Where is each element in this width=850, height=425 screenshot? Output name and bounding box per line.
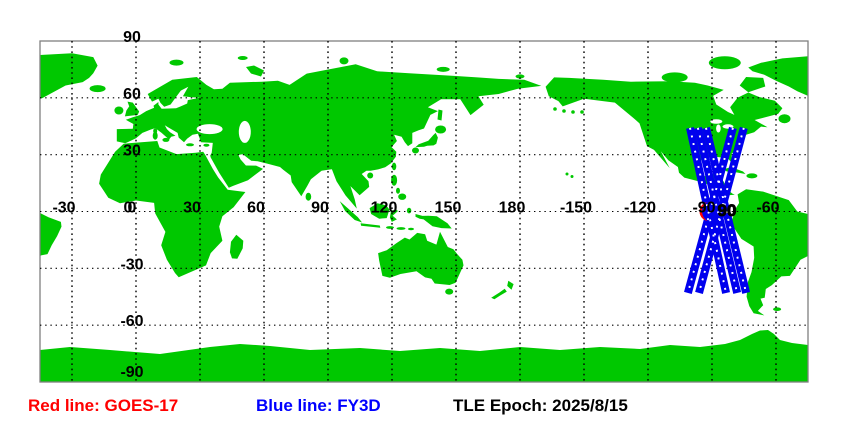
fy3d-track-tickmarks-3 <box>705 127 748 294</box>
sumatra <box>339 201 363 223</box>
lon-axis-label-180: 180 <box>499 200 526 217</box>
java <box>360 223 381 228</box>
taiwan <box>391 162 397 171</box>
lat-axis-label--60: -60 <box>120 313 143 330</box>
south-america-east-sliver <box>40 213 62 256</box>
north-america <box>545 77 783 196</box>
lon-axis-label--150: -150 <box>560 200 592 217</box>
hainan <box>367 172 374 179</box>
lat-axis-label--30: -30 <box>120 256 143 273</box>
hispaniola <box>746 173 758 179</box>
cyprus <box>203 143 210 147</box>
sri-lanka <box>305 192 312 201</box>
fy3d-track-tickmarks-1 <box>689 127 727 294</box>
victoria-island <box>661 72 688 83</box>
greenland-east-part <box>40 53 98 99</box>
aleutian-3 <box>571 110 575 114</box>
lake-superior <box>710 119 723 124</box>
lon-axis-label-60: 60 <box>247 200 265 217</box>
timor <box>408 227 414 231</box>
overlapping-axis-label: 90 <box>718 201 737 220</box>
tasmania <box>445 288 454 295</box>
satellite-tracks-layer <box>684 126 751 295</box>
severnaya-zemlya <box>339 57 349 65</box>
greenland-west-part <box>748 56 808 96</box>
continents-landmass <box>40 53 808 382</box>
africa <box>99 141 246 278</box>
great-britain <box>124 101 140 117</box>
lon-axis-label--30: -30 <box>52 200 75 217</box>
lon-axis-label--120: -120 <box>624 200 656 217</box>
hawaii-2 <box>570 175 574 178</box>
black-sea <box>196 124 223 135</box>
baffin-island <box>739 77 766 93</box>
new-siberian-islands <box>436 66 450 72</box>
eurasia <box>116 64 542 209</box>
fy3d-position-marker <box>702 200 725 223</box>
crete <box>186 143 194 147</box>
borneo <box>369 203 390 219</box>
legend-goes17: Red line: GOES-17 <box>28 396 179 415</box>
lon-axis-label--90: -90 <box>692 200 715 217</box>
sicily <box>162 137 170 142</box>
lat-axis-label-60: 60 <box>123 86 141 103</box>
visayas <box>396 187 400 194</box>
lake-michigan <box>716 124 721 133</box>
aleutian-2 <box>562 109 566 113</box>
lon-axis-label-30: 30 <box>183 200 201 217</box>
franz-josef-land <box>237 56 248 60</box>
japan-honshu <box>415 132 438 148</box>
lesser-sunda-1 <box>386 226 394 229</box>
novaya-zemlya <box>246 65 264 77</box>
lon-axis-label-150: 150 <box>435 200 462 217</box>
lon-axis-label-120: 120 <box>371 200 398 217</box>
lon-axis-label-90: 90 <box>311 200 329 217</box>
svalbard <box>169 59 184 66</box>
legend-fy3d: Blue line: FY3D <box>256 396 381 415</box>
hawaii-1 <box>565 172 569 176</box>
falkland-islands <box>773 307 782 312</box>
aleutian-4 <box>580 110 584 114</box>
legend-tle-epoch: TLE Epoch: 2025/8/15 <box>453 396 628 415</box>
lon-axis-label-0: 0 <box>124 200 133 217</box>
new-zealand-south <box>491 288 507 300</box>
lat-axis-label-90: 90 <box>123 29 141 46</box>
japan-hokkaido <box>435 125 447 134</box>
axis-labels-layer: -30 0 30 60 90 120 150 180 -150 -120 -90 -60 90 60 30 0… <box>52 29 779 381</box>
lat-axis-label-30: 30 <box>123 143 141 160</box>
japan-kyushu <box>412 147 419 154</box>
south-america <box>730 189 808 316</box>
corsica <box>153 128 158 134</box>
aleutian-1 <box>553 107 557 111</box>
ellesmere-island <box>708 56 741 70</box>
new-guinea <box>415 214 452 229</box>
graticule-grid <box>40 41 808 382</box>
lon-axis-label--60: -60 <box>756 200 779 217</box>
madagascar <box>229 234 244 259</box>
halmahera <box>406 207 412 214</box>
lat-axis-label--90: -90 <box>120 364 143 381</box>
ireland <box>114 106 124 115</box>
newfoundland <box>778 114 791 124</box>
lesser-sunda-2 <box>396 227 406 230</box>
fy3d-track-tickmarks-2 <box>697 127 739 294</box>
sakhalin <box>437 109 443 121</box>
antarctica <box>40 330 808 382</box>
lat-axis-label-0: 0 <box>128 200 137 217</box>
caspian-sea <box>238 120 251 143</box>
wrangel-island <box>515 74 525 79</box>
australia <box>378 231 464 285</box>
new-zealand-north <box>507 280 514 290</box>
sardinia <box>152 131 158 140</box>
mindanao <box>398 193 407 200</box>
iceland <box>89 85 106 93</box>
